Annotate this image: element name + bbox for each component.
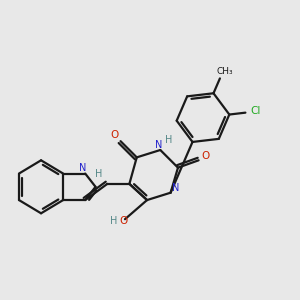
Text: O: O: [202, 151, 210, 161]
Text: H: H: [165, 135, 172, 145]
Text: O: O: [119, 216, 128, 226]
Text: N: N: [79, 163, 86, 173]
Text: N: N: [155, 140, 163, 150]
Text: N: N: [172, 183, 180, 193]
Text: Cl: Cl: [250, 106, 261, 116]
Text: CH₃: CH₃: [217, 67, 233, 76]
Text: H: H: [95, 169, 103, 179]
Text: O: O: [110, 130, 119, 140]
Text: H: H: [110, 216, 117, 226]
